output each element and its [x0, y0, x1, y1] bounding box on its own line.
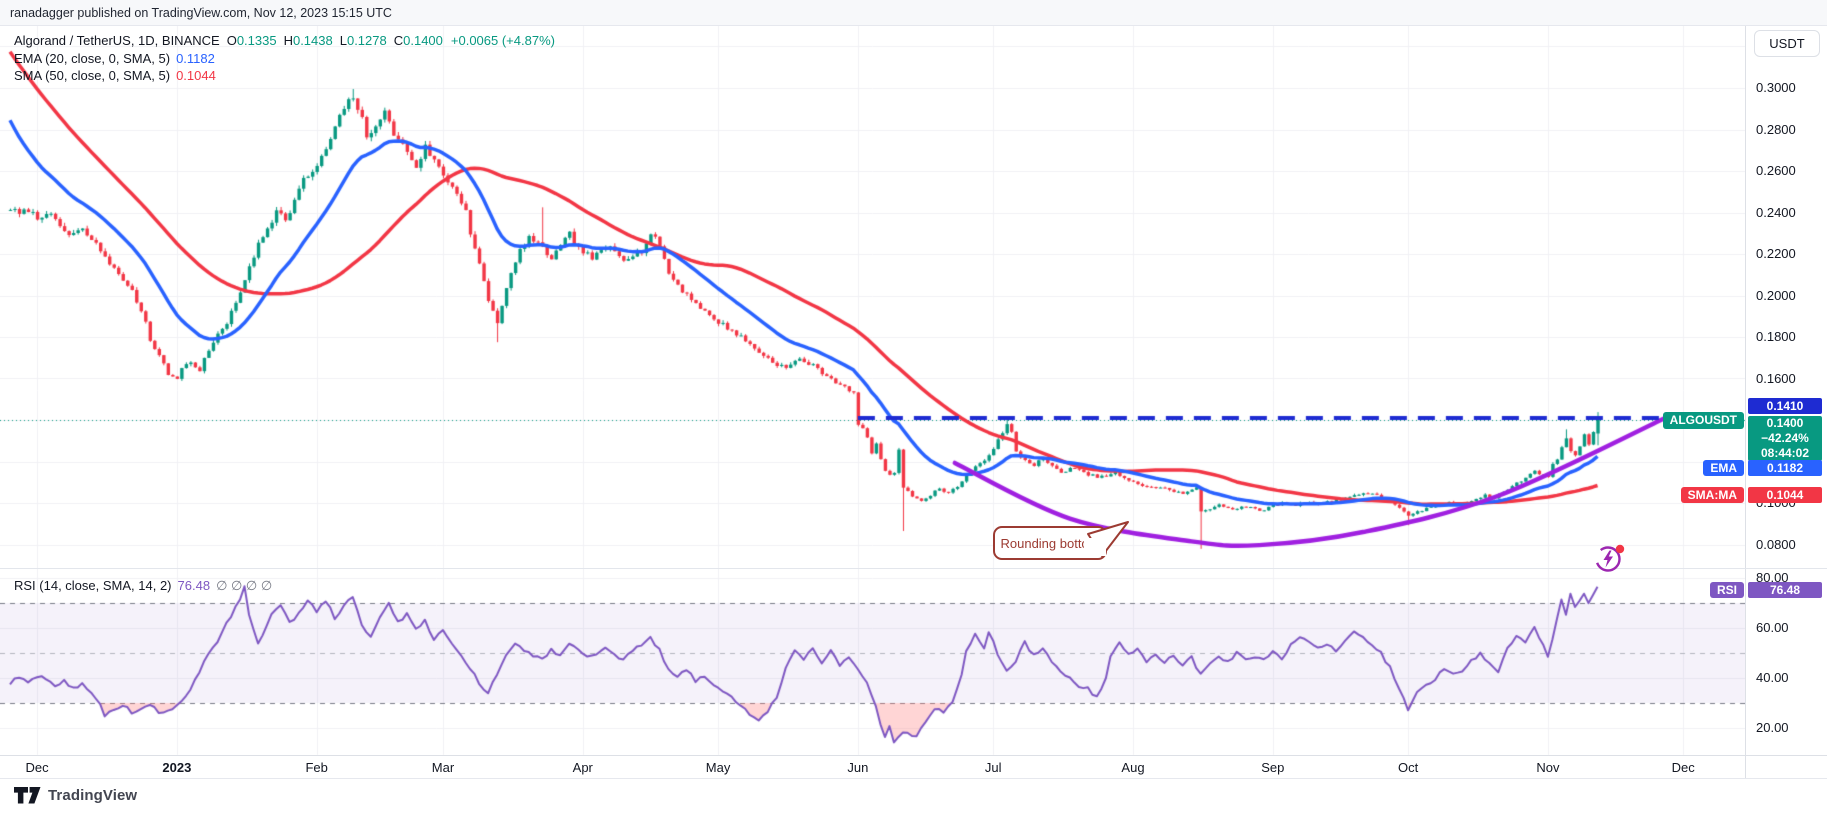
ohlc-letter: L — [339, 33, 347, 48]
price-tick-label: 0.1600 — [1756, 370, 1796, 386]
month-label: Dec — [25, 760, 49, 775]
ema-legend-value: 0.1182 — [176, 51, 215, 66]
notification-dot — [1615, 544, 1625, 554]
month-label: Apr — [572, 760, 593, 775]
rsi-legend-label: RSI (14, close, SMA, 14, 2) — [14, 578, 172, 593]
rsi-pill: RSI — [1709, 582, 1744, 598]
price-change-percent: −42.24% — [1761, 431, 1809, 445]
tradingview-logo-text: TradingView — [48, 787, 138, 804]
lightning-reaction-icon[interactable] — [1593, 540, 1631, 576]
month-label: Aug — [1121, 760, 1145, 775]
sma-legend-label: SMA (50, close, 0, SMA, 5) — [14, 68, 171, 83]
month-label: Sep — [1261, 760, 1285, 775]
time-axis-separator — [0, 755, 1827, 756]
symbol-legend-row[interactable]: Algorand / TetherUS, 1D, BINANCE O0.1335 H… — [14, 33, 555, 48]
sma-legend-value: 0.1044 — [176, 68, 216, 83]
lightning-bolt — [1603, 550, 1613, 568]
price-tick-label: 0.2200 — [1756, 246, 1796, 261]
ema-value-badge: 0.1182 — [1748, 460, 1822, 476]
price-tick-label: 0.2000 — [1756, 287, 1796, 303]
rsi-legend-value: 76.48 — [177, 578, 211, 593]
horizontal-line-price-badge: 0.1410 — [1748, 398, 1822, 414]
month-label: Mar — [431, 760, 455, 775]
sma-pill: SMA:MA — [1680, 487, 1744, 503]
month-label: 2023 — [162, 760, 192, 775]
price-tick-label: 0.2400 — [1756, 204, 1796, 220]
symbol-price-pill: ALGOUSDT — [1662, 412, 1744, 429]
rsi-legend-row[interactable]: RSI (14, close, SMA, 14, 2) 76.48 ∅ ∅ ∅ ∅ — [14, 578, 272, 594]
month-label: Dec — [1671, 760, 1695, 775]
month-label: Nov — [1536, 760, 1560, 775]
tradingview-logo[interactable]: TradingView — [14, 787, 137, 804]
month-label: May — [705, 760, 731, 775]
price-tick-label: 0.1800 — [1756, 329, 1796, 344]
attribution-text: ranadagger published on TradingView.com,… — [10, 6, 392, 20]
sma-legend-row[interactable]: SMA (50, close, 0, SMA, 5) 0.1044 — [14, 68, 216, 83]
ohlc-values: O0.1335 H0.1438 L0.1278 C0.1400 — [220, 33, 443, 48]
ema-pill: EMA — [1703, 460, 1744, 476]
month-label: Oct — [1397, 760, 1419, 775]
price-axis-border — [1745, 26, 1746, 778]
last-price-value: 0.1400 — [1766, 416, 1804, 430]
month-label: Jun — [847, 760, 869, 775]
month-label: Feb — [305, 760, 328, 775]
ohlc-letter: C — [393, 33, 404, 48]
ohlc-value: 0.1438 — [292, 33, 333, 48]
symbol-title: Algorand / TetherUS, 1D, BINANCE — [14, 33, 220, 48]
price-tick-label: 0.0800 — [1756, 536, 1796, 552]
month-label: Jul — [984, 760, 1002, 775]
price-tick-label: 0.2600 — [1756, 163, 1796, 178]
bar-countdown-timer: 08:44:02 — [1760, 446, 1810, 460]
rsi-tick-label: 20.00 — [1756, 720, 1789, 735]
price-chart-canvas[interactable] — [0, 26, 1745, 778]
bottom-separator — [0, 778, 1827, 779]
attribution-bar: ranadagger published on TradingView.com,… — [0, 0, 1827, 26]
rsi-empty-slots: ∅ ∅ ∅ ∅ — [216, 578, 273, 593]
ema-legend-row[interactable]: EMA (20, close, 0, SMA, 5) 0.1182 — [14, 51, 215, 66]
rsi-tick-label: 40.00 — [1756, 670, 1789, 685]
price-tick-label: 0.2800 — [1756, 121, 1796, 137]
ohlc-value: 0.1400 — [403, 33, 443, 48]
ohlc-letter: H — [283, 33, 293, 48]
price-tick-label: 0.3000 — [1756, 80, 1796, 95]
ohlc-letter: O — [226, 33, 237, 48]
rsi-tick-label: 80.00 — [1756, 570, 1789, 585]
ema-legend-label: EMA (20, close, 0, SMA, 5) — [14, 51, 171, 66]
tradingview-logo-icon — [14, 787, 41, 804]
callout-tail — [1084, 521, 1129, 557]
currency-toggle-button[interactable]: USDT — [1754, 30, 1820, 57]
pane-separator[interactable] — [0, 568, 1827, 569]
sma-value-badge: 0.1044 — [1748, 487, 1822, 503]
ohlc-value: 0.1278 — [346, 33, 387, 48]
rsi-tick-label: 60.00 — [1756, 620, 1789, 635]
rsi-value-badge: 76.48 — [1748, 582, 1822, 598]
ohlc-value: 0.1335 — [236, 33, 277, 48]
last-price-badge-stack: 0.1400 −42.24% 08:44:02 — [1748, 416, 1822, 461]
change-value: +0.0065 (+4.87%) — [450, 33, 555, 48]
